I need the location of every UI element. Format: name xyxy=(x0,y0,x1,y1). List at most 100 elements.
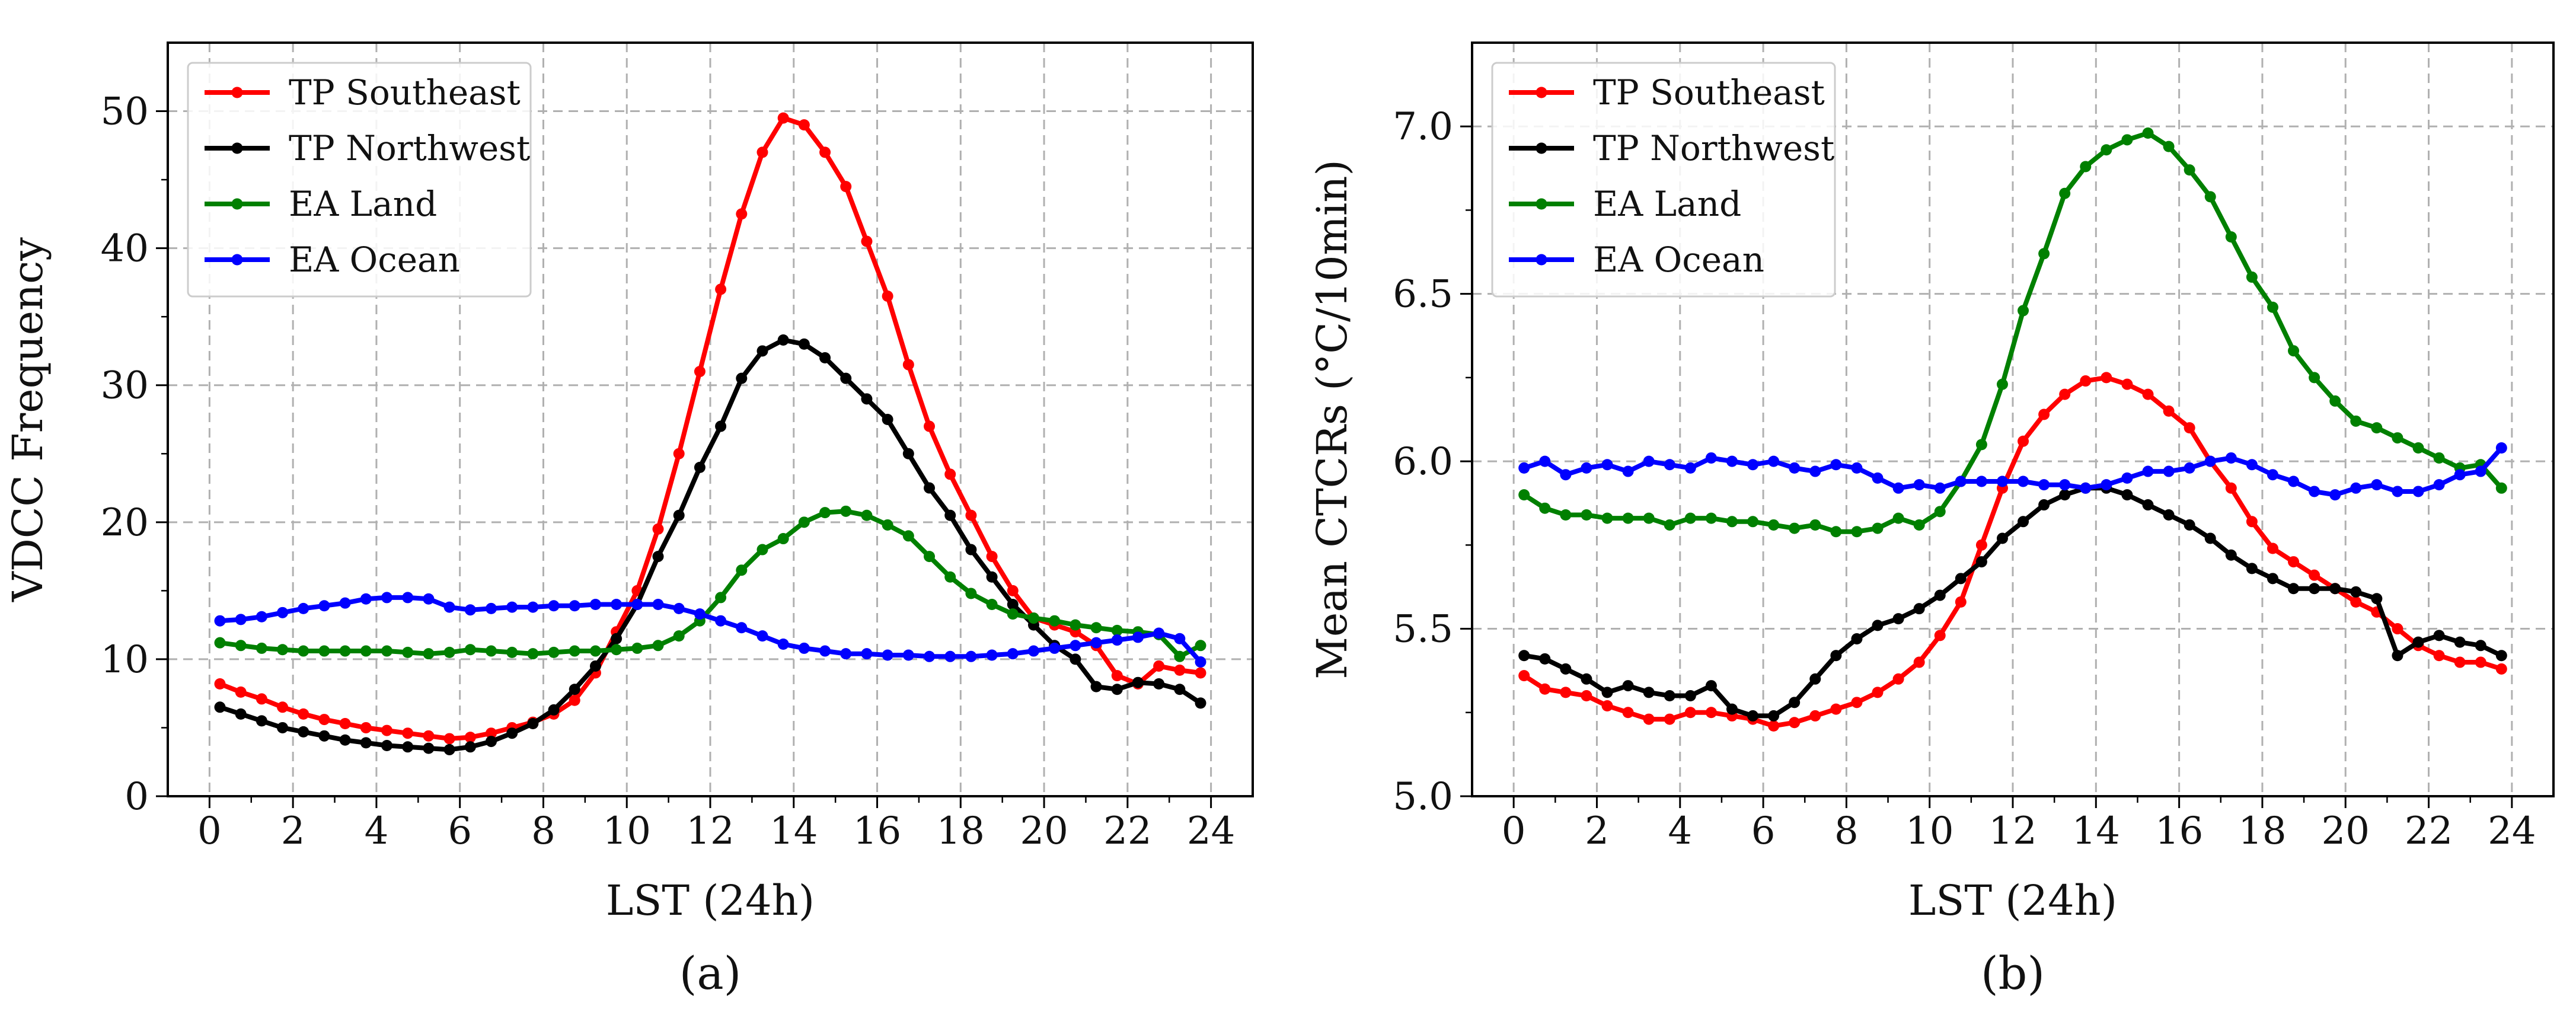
x-tick-label: 22 xyxy=(2405,809,2453,853)
data-point xyxy=(2246,271,2258,283)
data-point xyxy=(1070,653,1081,665)
data-point xyxy=(694,366,706,378)
data-point xyxy=(2059,187,2071,199)
data-point xyxy=(882,649,893,661)
data-point xyxy=(318,645,330,657)
data-point xyxy=(1747,710,1759,722)
data-point xyxy=(944,468,956,480)
data-point xyxy=(1975,539,1987,551)
data-point xyxy=(2454,469,2466,481)
data-point xyxy=(1560,469,1572,481)
data-point xyxy=(736,622,748,634)
data-point xyxy=(2038,499,2050,511)
data-point xyxy=(1892,512,1904,524)
x-tick-label: 4 xyxy=(365,809,389,853)
data-point xyxy=(298,645,309,657)
data-point xyxy=(2101,372,2112,384)
data-point xyxy=(1111,670,1123,682)
data-point xyxy=(443,601,455,613)
data-point xyxy=(1090,637,1102,649)
data-point xyxy=(2101,144,2112,156)
data-point xyxy=(861,648,873,660)
data-point xyxy=(652,551,664,563)
data-point xyxy=(443,733,455,745)
data-point xyxy=(2412,636,2424,648)
data-point xyxy=(1684,462,1696,474)
data-point xyxy=(423,648,435,660)
data-point xyxy=(1664,519,1675,531)
data-point xyxy=(2267,469,2278,481)
data-point xyxy=(214,615,226,627)
legend-label: TP Northwest xyxy=(1593,128,1834,168)
data-point xyxy=(1913,656,1925,668)
data-point xyxy=(339,718,351,730)
data-point xyxy=(1789,697,1801,708)
data-point xyxy=(235,686,247,698)
data-point xyxy=(1872,472,1884,484)
data-point xyxy=(589,645,601,657)
data-point xyxy=(673,448,685,459)
data-point xyxy=(2454,636,2466,648)
legend-marker xyxy=(1536,198,1547,210)
x-tick-label: 18 xyxy=(937,809,985,853)
data-point xyxy=(381,724,393,736)
data-point xyxy=(2288,583,2300,595)
data-point xyxy=(2495,442,2507,454)
data-point xyxy=(339,597,351,609)
y-tick-label: 5.5 xyxy=(1393,608,1453,652)
data-point xyxy=(1518,650,1530,662)
data-point xyxy=(235,640,247,652)
data-point xyxy=(2309,569,2320,581)
y-tick-label: 5.0 xyxy=(1393,775,1453,819)
x-tick-label: 6 xyxy=(1751,809,1776,853)
data-point xyxy=(736,208,748,220)
data-point xyxy=(2184,519,2195,531)
data-point xyxy=(924,420,936,432)
data-point xyxy=(443,743,455,755)
x-tick-label: 8 xyxy=(1834,809,1859,853)
legend-marker xyxy=(231,198,243,210)
data-point xyxy=(298,708,309,720)
data-point xyxy=(2350,586,2362,598)
data-point xyxy=(2038,479,2050,491)
data-point xyxy=(2038,248,2050,260)
data-point xyxy=(736,372,748,384)
data-point xyxy=(423,730,435,742)
data-point xyxy=(381,645,393,657)
x-tick-label: 24 xyxy=(1187,809,1235,853)
legend-label: EA Ocean xyxy=(1593,240,1764,280)
data-point xyxy=(756,544,768,556)
data-point xyxy=(1111,624,1123,636)
data-point xyxy=(2142,465,2154,477)
data-point xyxy=(1132,676,1144,688)
data-point xyxy=(2163,405,2175,417)
data-point xyxy=(256,611,267,623)
data-point xyxy=(2018,435,2029,447)
data-point xyxy=(1892,613,1904,625)
x-tick-label: 0 xyxy=(197,809,222,853)
data-point xyxy=(777,112,789,124)
panel-label: (b) xyxy=(1981,947,2045,1000)
x-tick-label: 22 xyxy=(1103,809,1151,853)
y-tick-label: 0 xyxy=(125,775,149,819)
data-point xyxy=(1913,519,1925,531)
data-point xyxy=(965,509,977,521)
data-point xyxy=(464,741,476,753)
data-point xyxy=(1975,475,1987,487)
plot-frame xyxy=(1471,42,2555,797)
data-point xyxy=(1747,516,1759,528)
data-point xyxy=(339,734,351,746)
data-point xyxy=(882,519,893,531)
data-point xyxy=(1809,710,1821,722)
data-point xyxy=(1643,512,1655,524)
data-point xyxy=(1601,687,1613,698)
y-axis-label: VDCC Frequency xyxy=(4,237,52,602)
data-point xyxy=(2121,472,2133,484)
data-point xyxy=(548,646,560,658)
data-point xyxy=(569,600,580,612)
legend-marker xyxy=(1536,142,1547,154)
data-point xyxy=(1913,603,1925,615)
x-tick-label: 14 xyxy=(2072,809,2120,853)
data-point xyxy=(715,615,727,627)
